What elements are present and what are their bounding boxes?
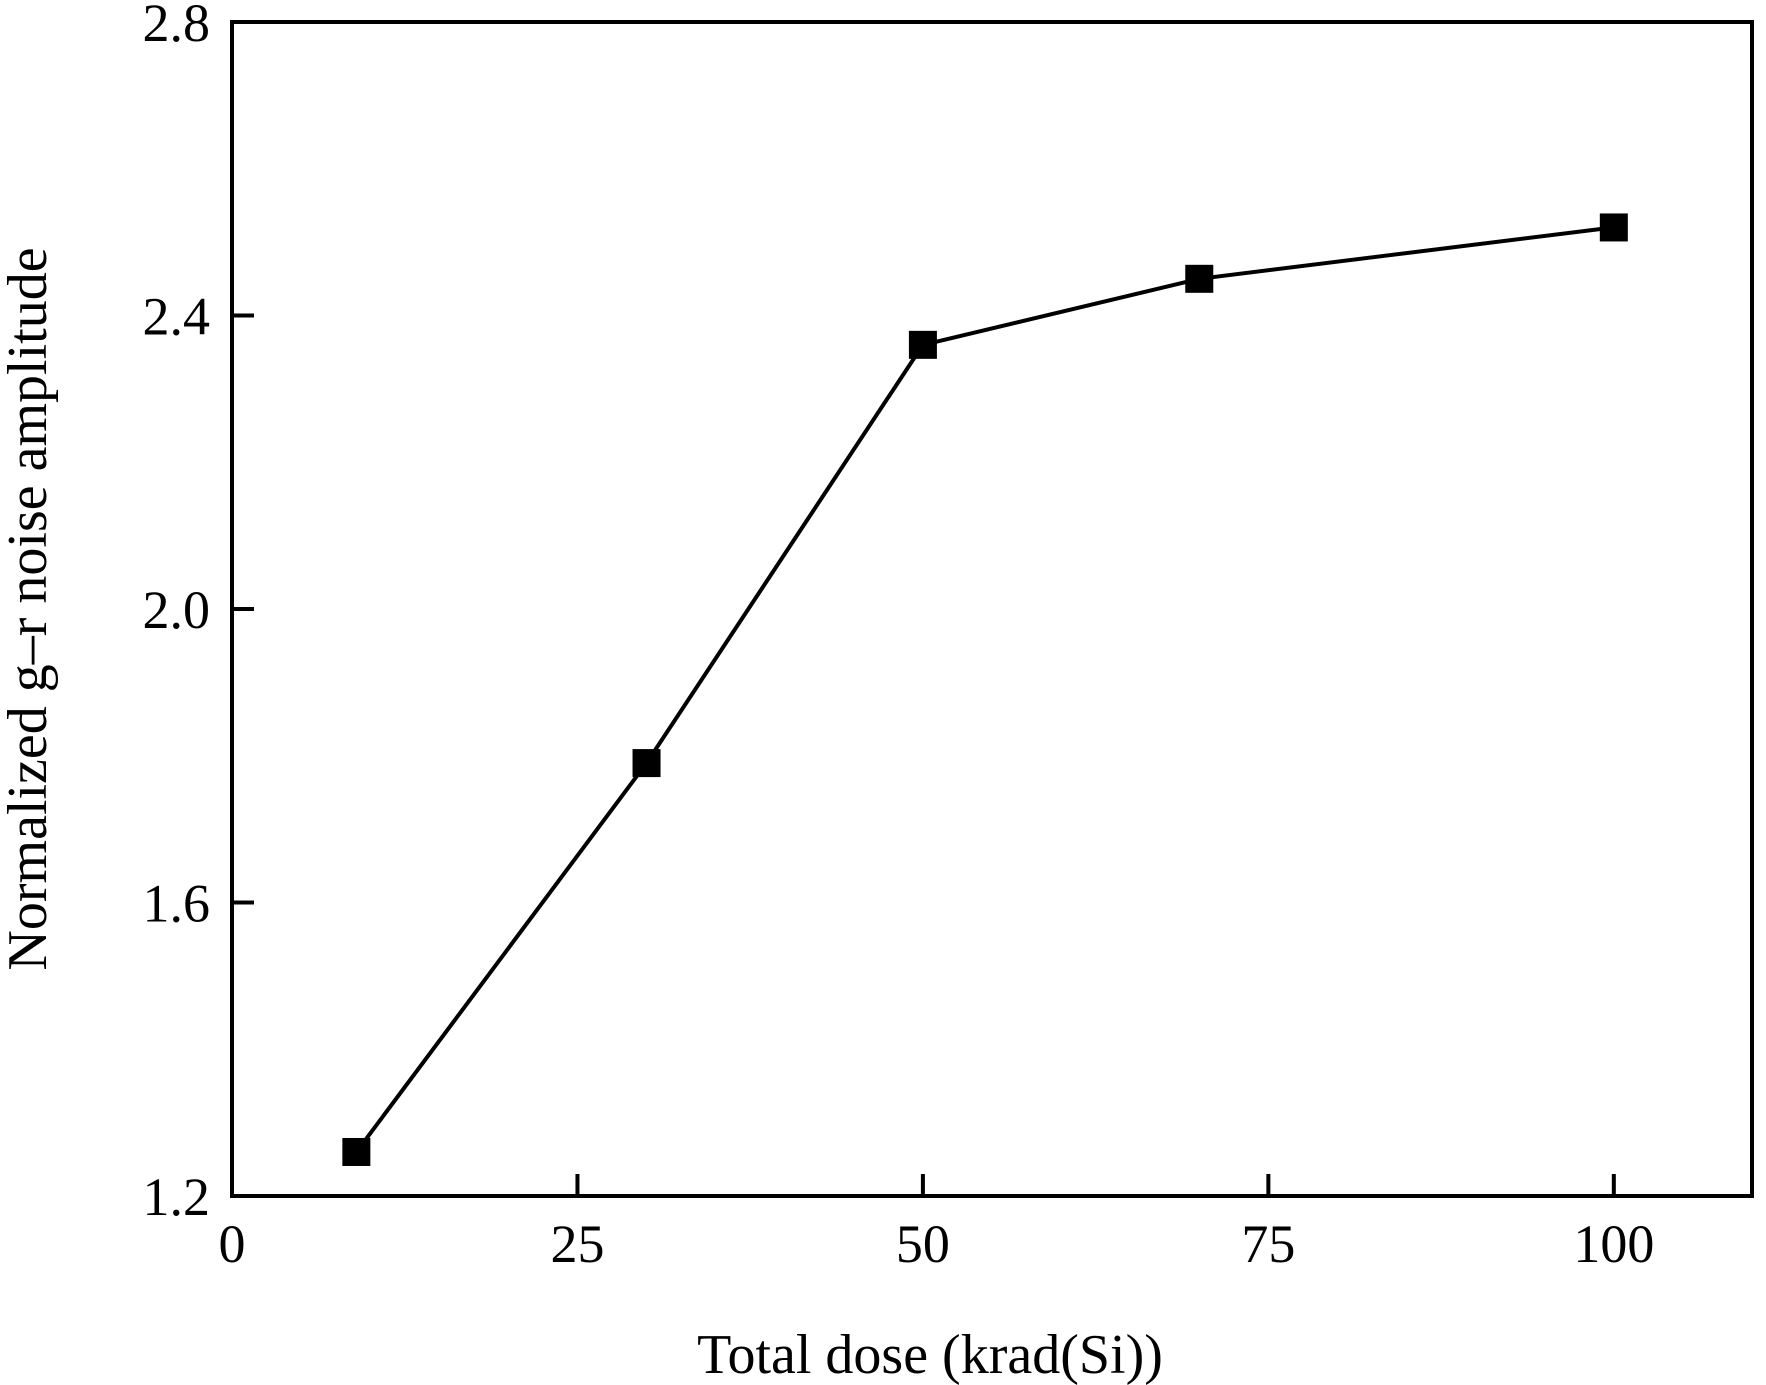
y-tick-label: 2.8 — [143, 0, 211, 53]
x-tick-label: 0 — [219, 1214, 246, 1274]
data-point-marker — [342, 1137, 371, 1166]
y-tick-label: 2.0 — [143, 580, 211, 640]
data-point-marker — [632, 749, 661, 778]
series-markers — [342, 213, 1628, 1166]
y-tick-label: 2.4 — [143, 287, 211, 347]
axis-ticks — [232, 313, 1616, 1196]
series-line — [354, 225, 1615, 1154]
data-point-marker — [1599, 213, 1628, 242]
plot-frame — [230, 20, 1754, 1198]
axis-tick-labels: 0 25 50 75 100 1.2 1.6 2.0 2.4 2.8 — [143, 0, 1655, 1274]
x-axis-title: Total dose (krad(Si)) — [697, 1324, 1163, 1385]
x-tick-label: 50 — [896, 1214, 950, 1274]
y-tick-label: 1.2 — [143, 1167, 211, 1227]
y-tick-label: 1.6 — [143, 874, 211, 934]
data-point-marker — [1185, 264, 1214, 293]
data-point-marker — [908, 330, 937, 359]
y-axis-title: Normalized g–r noise amplitude — [0, 247, 59, 970]
x-tick-label: 100 — [1573, 1214, 1654, 1274]
x-tick-label: 75 — [1241, 1214, 1295, 1274]
x-tick-label: 25 — [550, 1214, 604, 1274]
